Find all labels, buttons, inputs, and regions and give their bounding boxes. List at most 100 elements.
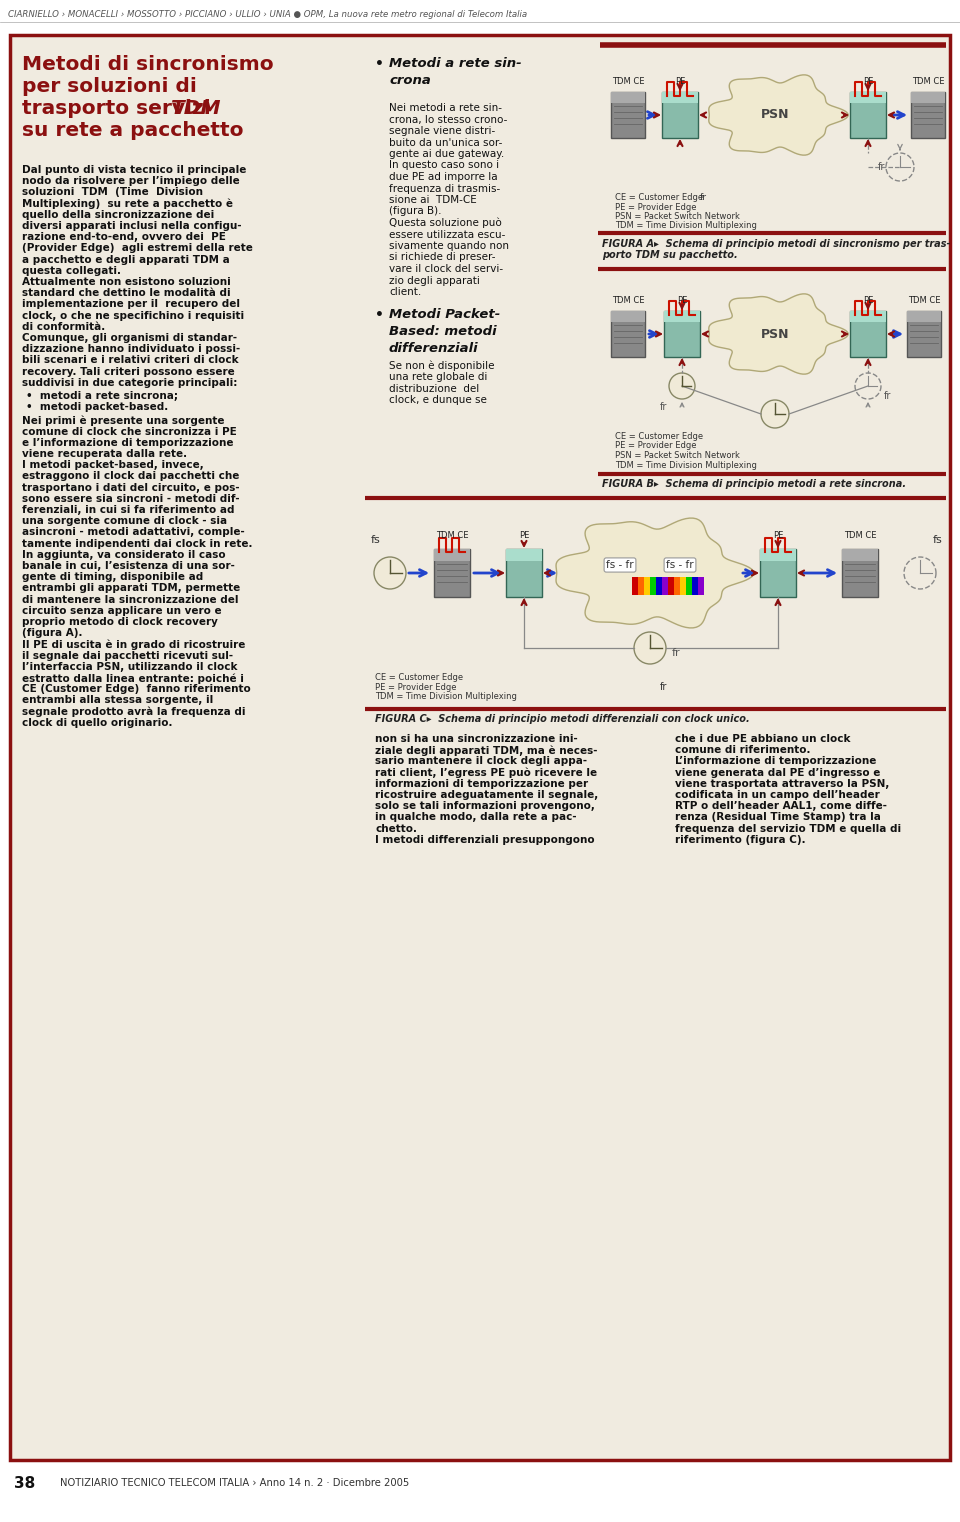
Bar — [662, 577, 668, 595]
Text: l’interfaccia PSN, utilizzando il clock: l’interfaccia PSN, utilizzando il clock — [22, 662, 237, 671]
Text: implementazione per il  recupero del: implementazione per il recupero del — [22, 300, 240, 309]
Text: PE = Provider Edge: PE = Provider Edge — [615, 441, 697, 451]
Text: riferimento (figura C).: riferimento (figura C). — [675, 834, 805, 845]
Bar — [611, 310, 645, 323]
Bar — [434, 549, 470, 597]
Text: Nei metodi a rete sin-: Nei metodi a rete sin- — [389, 103, 502, 113]
Text: I metodi differenziali presuppongono: I metodi differenziali presuppongono — [375, 834, 594, 845]
Text: segnale viene distri-: segnale viene distri- — [389, 126, 495, 135]
Text: PE = Provider Edge: PE = Provider Edge — [375, 682, 457, 691]
Bar — [664, 310, 700, 358]
Text: fr: fr — [660, 402, 667, 412]
Text: RTP o dell’header AAL1, come diffe-: RTP o dell’header AAL1, come diffe- — [675, 801, 887, 811]
Text: una rete globale di: una rete globale di — [389, 371, 488, 382]
Text: buito da un'unica sor-: buito da un'unica sor- — [389, 137, 502, 148]
Text: TDM = Time Division Multiplexing: TDM = Time Division Multiplexing — [375, 693, 516, 702]
Text: TDM CE: TDM CE — [436, 531, 468, 540]
Text: (Provider Edge)  agli estremi della rete: (Provider Edge) agli estremi della rete — [22, 244, 252, 253]
Text: in qualche modo, dalla rete a pac-: in qualche modo, dalla rete a pac- — [375, 813, 577, 822]
Bar — [506, 549, 542, 562]
Bar — [680, 577, 686, 595]
Text: Questa soluzione può: Questa soluzione può — [389, 218, 502, 228]
Circle shape — [634, 632, 666, 664]
Text: FIGURA A▸  Schema di principio metodi di sincronismo per tras-: FIGURA A▸ Schema di principio metodi di … — [602, 239, 950, 250]
Bar — [656, 577, 662, 595]
Text: PE: PE — [863, 295, 874, 304]
Bar — [638, 577, 644, 595]
Text: sivamente quando non: sivamente quando non — [389, 240, 509, 251]
Bar — [907, 310, 941, 323]
Text: una sorgente comune di clock - sia: una sorgente comune di clock - sia — [22, 516, 228, 527]
Text: fr: fr — [700, 193, 707, 202]
Text: essere utilizzata escu-: essere utilizzata escu- — [389, 230, 505, 239]
Text: •  metodi packet-based.: • metodi packet-based. — [26, 402, 168, 412]
Text: trasporto servizi: trasporto servizi — [22, 99, 218, 119]
Text: •: • — [375, 56, 384, 72]
Text: (figura A).: (figura A). — [22, 629, 83, 638]
Text: vare il clock del servi-: vare il clock del servi- — [389, 263, 503, 274]
Text: tamente indipendenti dai clock in rete.: tamente indipendenti dai clock in rete. — [22, 539, 252, 548]
Bar — [674, 577, 680, 595]
Polygon shape — [708, 294, 849, 374]
Bar — [850, 91, 886, 103]
Text: trasportano i dati del circuito, e pos-: trasportano i dati del circuito, e pos- — [22, 482, 240, 493]
Text: segnale prodotto avrà la frequenza di: segnale prodotto avrà la frequenza di — [22, 706, 246, 717]
Text: ricostruire adeguatamente il segnale,: ricostruire adeguatamente il segnale, — [375, 790, 598, 801]
Bar — [686, 577, 692, 595]
Text: PE: PE — [773, 531, 783, 540]
Polygon shape — [556, 517, 754, 629]
Text: TDM CE: TDM CE — [912, 78, 945, 87]
Text: non si ha una sincronizzazione ini-: non si ha una sincronizzazione ini- — [375, 734, 578, 744]
Text: CE (Customer Edge)  fanno riferimento: CE (Customer Edge) fanno riferimento — [22, 685, 251, 694]
Text: zio degli apparati: zio degli apparati — [389, 275, 480, 286]
Text: clock, e dunque se: clock, e dunque se — [389, 396, 487, 405]
Text: gente di timing, disponibile ad: gente di timing, disponibile ad — [22, 572, 204, 583]
Bar — [907, 310, 941, 358]
Text: •: • — [375, 309, 384, 323]
Text: I metodi packet-based, invece,: I metodi packet-based, invece, — [22, 460, 204, 470]
Text: per soluzioni di: per soluzioni di — [22, 78, 197, 96]
Text: Comunque, gli organismi di standar-: Comunque, gli organismi di standar- — [22, 333, 237, 342]
Bar — [842, 549, 878, 562]
Bar — [662, 91, 698, 139]
Text: Nei primi è presente una sorgente: Nei primi è presente una sorgente — [22, 416, 225, 426]
Text: razione end-to-end, ovvero dei  PE: razione end-to-end, ovvero dei PE — [22, 233, 226, 242]
Text: PE = Provider Edge: PE = Provider Edge — [615, 202, 697, 212]
Text: crona, lo stesso crono-: crona, lo stesso crono- — [389, 114, 508, 125]
Text: rati client, l’egress PE può ricevere le: rati client, l’egress PE può ricevere le — [375, 767, 597, 778]
Text: PE: PE — [675, 78, 685, 87]
Text: proprio metodo di clock recovery: proprio metodo di clock recovery — [22, 616, 218, 627]
Circle shape — [761, 400, 789, 428]
Text: estratto dalla linea entrante: poiché i: estratto dalla linea entrante: poiché i — [22, 673, 244, 683]
Bar — [662, 91, 698, 103]
Text: TDM = Time Division Multiplexing: TDM = Time Division Multiplexing — [615, 461, 756, 469]
Text: Metodi a rete sin-
crona: Metodi a rete sin- crona — [389, 56, 521, 87]
Text: fs: fs — [933, 536, 943, 545]
Text: FIGURA C▸  Schema di principio metodi differenziali con clock unico.: FIGURA C▸ Schema di principio metodi dif… — [375, 714, 750, 724]
Text: FIGURA B▸  Schema di principio metodi a rete sincrona.: FIGURA B▸ Schema di principio metodi a r… — [602, 479, 906, 489]
Bar — [850, 310, 886, 358]
Text: ziale degli apparati TDM, ma è neces-: ziale degli apparati TDM, ma è neces- — [375, 746, 597, 756]
Text: che i due PE abbiano un clock: che i due PE abbiano un clock — [675, 734, 851, 744]
Text: PE: PE — [518, 531, 529, 540]
Text: fs: fs — [372, 536, 381, 545]
Text: entrambi gli apparati TDM, permette: entrambi gli apparati TDM, permette — [22, 583, 240, 594]
Bar — [632, 577, 638, 595]
Text: entrambi alla stessa sorgente, il: entrambi alla stessa sorgente, il — [22, 696, 213, 705]
Text: sione ai  TDM-CE: sione ai TDM-CE — [389, 195, 477, 205]
Text: fr: fr — [672, 648, 681, 658]
Text: TDM CE: TDM CE — [908, 295, 940, 304]
Circle shape — [374, 557, 406, 589]
Bar — [611, 91, 645, 139]
Text: Il PE di uscita è in grado di ricostruire: Il PE di uscita è in grado di ricostruir… — [22, 639, 246, 650]
Text: NOTIZIARIO TECNICO TELECOM ITALIA › Anno 14 n. 2 · Dicembre 2005: NOTIZIARIO TECNICO TELECOM ITALIA › Anno… — [60, 1478, 409, 1489]
Text: viene generata dal PE d’ingresso e: viene generata dal PE d’ingresso e — [675, 767, 880, 778]
Text: PSN = Packet Switch Network: PSN = Packet Switch Network — [615, 451, 740, 460]
Text: L’informazione di temporizzazione: L’informazione di temporizzazione — [675, 756, 876, 767]
Text: fs - fr: fs - fr — [606, 560, 634, 571]
Bar — [644, 577, 650, 595]
Bar — [650, 577, 656, 595]
Text: client.: client. — [389, 288, 421, 297]
Text: clock, o che ne specifichino i requisiti: clock, o che ne specifichino i requisiti — [22, 310, 244, 321]
Text: dizzazione hanno individuato i possi-: dizzazione hanno individuato i possi- — [22, 344, 240, 355]
